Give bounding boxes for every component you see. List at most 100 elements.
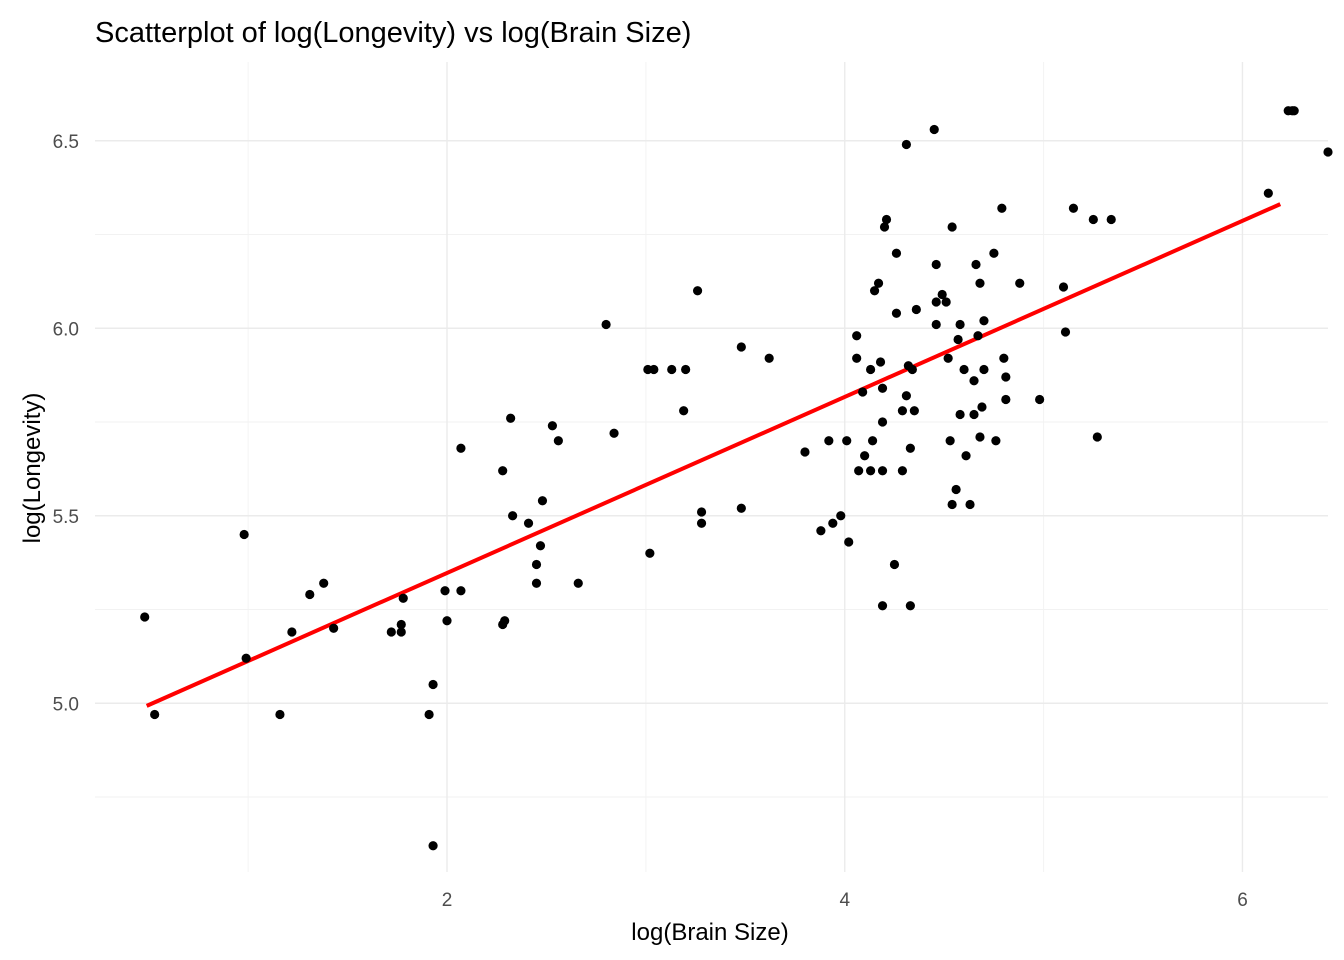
data-point (975, 278, 985, 288)
data-point (241, 653, 251, 663)
data-point (1092, 432, 1102, 442)
data-point (951, 484, 961, 495)
data-point (875, 357, 886, 367)
data-point (877, 466, 888, 476)
x-tick-label: 2 (442, 890, 453, 911)
data-point (601, 319, 611, 330)
data-point (681, 364, 691, 375)
data-point (865, 364, 876, 375)
data-point (1068, 203, 1079, 213)
data-point (442, 616, 452, 626)
data-point (867, 436, 878, 446)
data-point (979, 316, 989, 326)
y-tick-label: 5.0 (53, 694, 79, 715)
tick-labels-layer: 2 4 6 5.0 5.5 6.0 6.5 (53, 132, 1248, 911)
data-point (860, 451, 870, 461)
data-point (897, 466, 908, 476)
data-point (844, 537, 854, 547)
data-point (997, 203, 1007, 213)
data-point (319, 578, 329, 588)
data-point (692, 286, 703, 296)
points-layer (140, 106, 1333, 851)
data-point (456, 443, 466, 453)
data-point (889, 559, 900, 570)
data-point (140, 612, 150, 622)
data-point (901, 391, 911, 401)
data-point (897, 406, 908, 416)
data-point (424, 709, 434, 720)
data-point (736, 503, 746, 513)
data-point (969, 376, 979, 386)
data-point (531, 559, 542, 570)
data-point (969, 409, 979, 420)
data-point (398, 593, 408, 603)
data-point (947, 222, 957, 232)
data-point (1035, 394, 1045, 405)
data-point (816, 526, 826, 536)
data-point (1060, 327, 1071, 337)
data-point (667, 364, 677, 375)
data-point (1001, 394, 1011, 405)
data-point (945, 436, 955, 446)
data-point (836, 511, 846, 521)
data-point (947, 499, 957, 510)
data-point (456, 586, 466, 596)
chart-title: Scatterplot of log(Longevity) vs log(Bra… (95, 17, 691, 49)
data-point (989, 248, 999, 258)
data-point (1289, 106, 1299, 116)
data-point (506, 413, 516, 423)
data-point (854, 466, 864, 476)
data-point (498, 466, 508, 476)
y-axis-title: log(Longevity) (19, 393, 46, 544)
grid-layer (95, 62, 1328, 872)
data-point (523, 518, 534, 528)
data-point (973, 331, 983, 341)
data-point (329, 623, 339, 633)
data-point (931, 319, 941, 330)
regression-line (145, 202, 1282, 708)
data-point (965, 499, 975, 510)
data-point (877, 383, 888, 393)
data-point (931, 297, 941, 307)
data-point (961, 451, 971, 461)
data-point (1088, 214, 1098, 225)
data-point (573, 578, 583, 588)
x-axis-title: log(Brain Size) (631, 919, 788, 946)
data-point (828, 518, 838, 528)
data-point (905, 601, 915, 611)
data-point (537, 496, 548, 506)
data-point (824, 436, 834, 446)
data-point (879, 222, 890, 232)
y-tick-label: 5.5 (53, 507, 79, 528)
data-point (941, 297, 951, 307)
data-point (609, 428, 619, 438)
data-point (508, 511, 518, 521)
data-point (877, 417, 888, 427)
data-point (1106, 214, 1116, 225)
data-point (1323, 147, 1333, 157)
data-point (953, 334, 963, 345)
data-point (696, 507, 707, 517)
data-point (764, 353, 774, 363)
data-point (1263, 188, 1273, 198)
data-point (931, 259, 941, 270)
data-point (891, 248, 902, 258)
data-point (971, 259, 981, 270)
data-point (869, 286, 880, 296)
data-point (679, 406, 689, 416)
data-point (999, 353, 1009, 363)
data-point (865, 466, 876, 476)
data-point (943, 353, 953, 363)
data-point (842, 436, 852, 446)
data-point (891, 308, 902, 318)
data-point (305, 589, 315, 600)
data-point (386, 627, 396, 637)
data-point (901, 139, 911, 150)
fit-line-layer (145, 202, 1282, 708)
data-point (275, 709, 285, 720)
data-point (852, 331, 862, 341)
data-point (696, 518, 707, 528)
data-point (881, 214, 892, 225)
data-point (547, 421, 558, 431)
